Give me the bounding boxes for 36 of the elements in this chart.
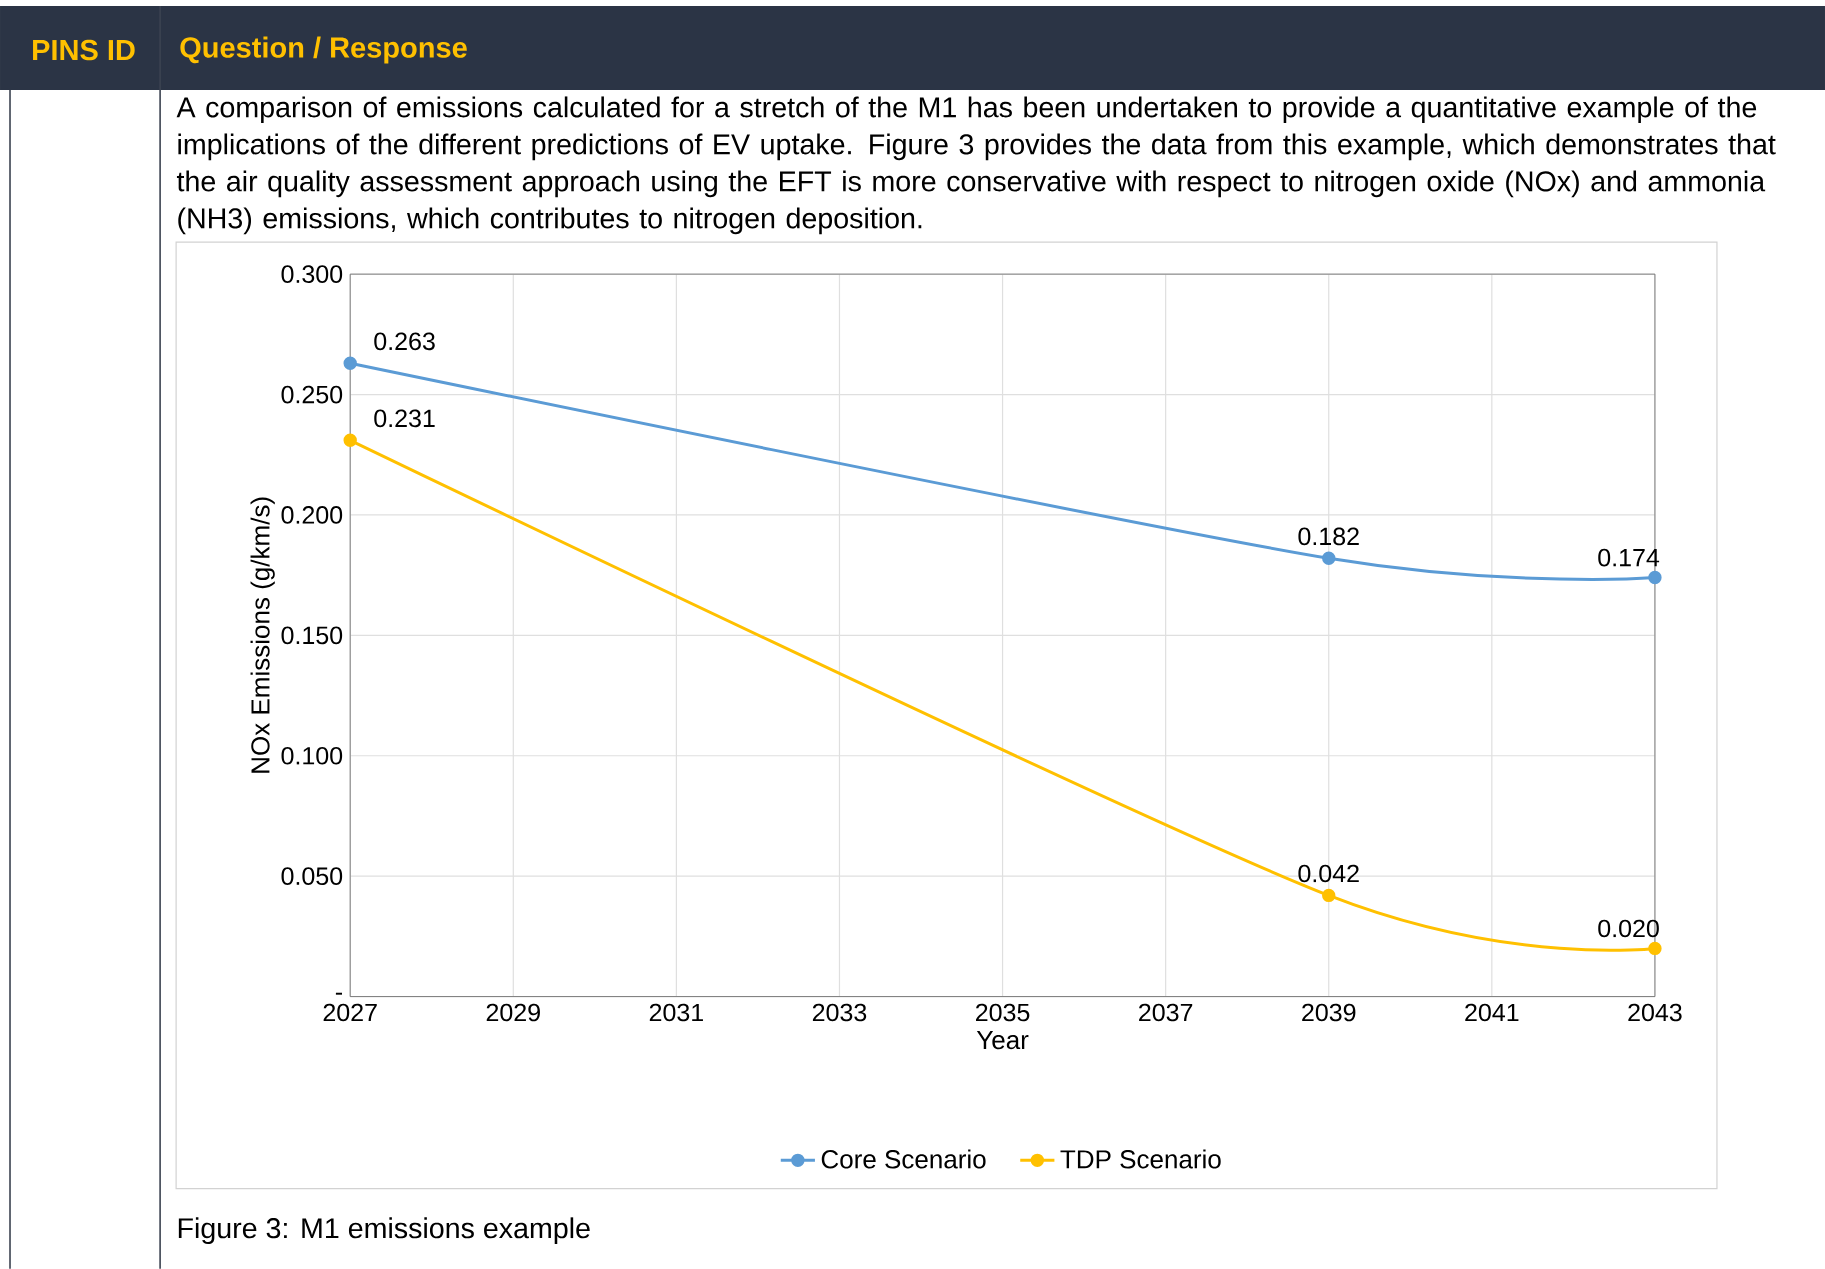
- x-tick-label: 2031: [649, 1003, 703, 1022]
- x-tick-label: 2039: [1302, 1003, 1356, 1022]
- y-tick-label: 0.100: [281, 746, 343, 765]
- data-label: 0.231: [374, 409, 435, 428]
- text: A comparison of emissions calculated for a stretch of the M1 has been undertaken to provide a quantitative example of the implications of the different predictions of EV uptake. Figure 3 provides the data from this example, which demonstrates that the air quality assessment approach using the EFT is more conservative with respect to nitrogen oxide (NOx) and ammonia (NH3) emissions, which contributes to nitrogen deposition.: [176, 96, 1776, 234]
- data-label: 0.174: [1598, 548, 1660, 567]
- y-tick-label: 0.050: [281, 867, 343, 885]
- point: [343, 356, 357, 370]
- x-tick-label: 2027: [323, 1003, 377, 1022]
- data-label: 0.263: [374, 332, 435, 350]
- x-tick-label: 2033: [812, 1003, 867, 1022]
- x-tick-label: 2037: [1139, 1003, 1193, 1022]
- y-tick-label: 0.250: [281, 385, 343, 404]
- y-tick-label: -: [335, 992, 343, 995]
- x-tick-label: 2043: [1628, 1003, 1682, 1022]
- data-label: 0.042: [1298, 864, 1359, 883]
- legend-label: TDP Scenario: [1060, 1149, 1221, 1169]
- y-tick-label: 0.200: [281, 505, 343, 524]
- point: [1648, 570, 1662, 585]
- x-tick-label: 2035: [976, 1003, 1030, 1022]
- legend-label: Core Scenario: [821, 1149, 986, 1169]
- y-tick-label: 0.150: [281, 626, 343, 644]
- y-axis-title: NOx Emissions (g/km/s): [250, 497, 275, 773]
- data-label: 0.182: [1298, 527, 1359, 545]
- point: [343, 433, 357, 447]
- y-tick-label: 0.300: [281, 265, 343, 283]
- point: [1322, 888, 1336, 902]
- text: PINS ID: [33, 39, 135, 61]
- caption: Figure 3: M1 emissions example: [178, 1217, 590, 1244]
- point: [1322, 551, 1336, 565]
- x-tick-label: 2041: [1465, 1003, 1519, 1022]
- x-tick-label: 2029: [486, 1003, 540, 1022]
- point: [1648, 941, 1662, 955]
- x-axis-title: Year: [976, 1030, 1029, 1049]
- data-label: 0.020: [1598, 919, 1659, 938]
- text: Question / Response: [180, 36, 467, 64]
